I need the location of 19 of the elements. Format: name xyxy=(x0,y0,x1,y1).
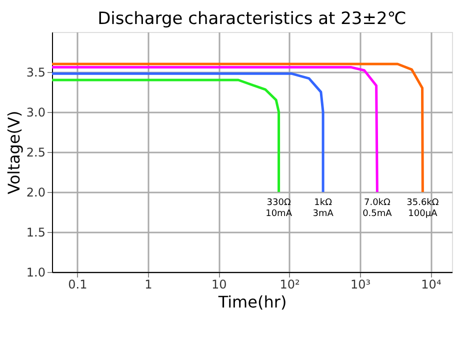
annotation: 35.6kΩ 100μA xyxy=(406,198,439,219)
annotation: 330Ω 10mA xyxy=(266,198,293,219)
annotation: 1kΩ 3mA xyxy=(312,198,334,219)
y-tick-label: 1.5 xyxy=(26,226,46,240)
x-axis-title: Time(hr) xyxy=(217,292,287,312)
y-tick-label: 3.5 xyxy=(26,66,46,80)
x-tick-label: 10⁴ xyxy=(421,278,442,292)
y-axis-title: Voltage(V) xyxy=(4,110,24,194)
y-tick-label: 3.0 xyxy=(26,106,46,120)
x-tick-label: 0.1 xyxy=(68,278,88,292)
x-tick-label: 10 xyxy=(211,278,227,292)
y-tick-label: 2.0 xyxy=(26,186,46,200)
chart-title: Discharge characteristics at 23±2℃ xyxy=(98,9,406,29)
y-tick-label: 2.5 xyxy=(26,146,46,160)
x-tick-label: 10³ xyxy=(350,278,371,292)
x-tick-label: 1 xyxy=(144,278,152,292)
x-tick-label: 10² xyxy=(280,278,300,292)
y-tick-label: 1.0 xyxy=(26,266,46,280)
annotation: 7.0kΩ 0.5mA xyxy=(362,198,393,219)
